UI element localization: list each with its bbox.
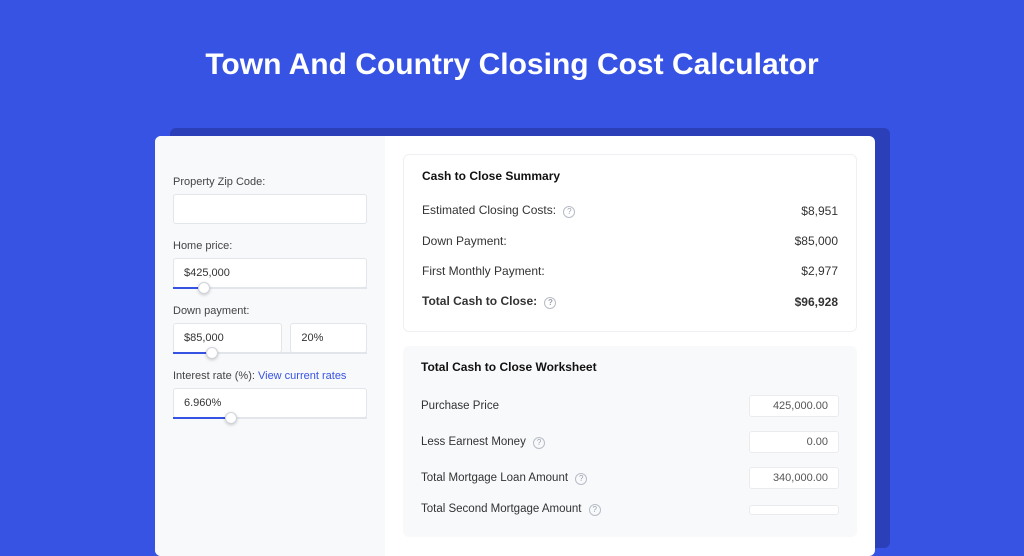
interest-label-text: Interest rate (%): — [173, 370, 255, 382]
summary-row-first-payment: First Monthly Payment: $2,977 — [422, 256, 838, 286]
summary-label: Estimated Closing Costs: ? — [422, 203, 575, 218]
summary-box: Cash to Close Summary Estimated Closing … — [403, 154, 857, 332]
summary-value: $96,928 — [795, 295, 838, 309]
interest-slider[interactable] — [173, 417, 367, 419]
summary-title: Cash to Close Summary — [422, 169, 838, 183]
worksheet-value[interactable]: 340,000.00 — [749, 467, 839, 489]
zip-input[interactable] — [173, 194, 367, 224]
summary-row-closing-costs: Estimated Closing Costs: ? $8,951 — [422, 195, 838, 226]
summary-value: $85,000 — [795, 234, 838, 248]
down-payment-group: Down payment: — [173, 305, 367, 354]
worksheet-label: Total Second Mortgage Amount ? — [421, 503, 601, 516]
calculator-card: Property Zip Code: Home price: Down paym… — [155, 136, 875, 556]
interest-input[interactable] — [173, 388, 367, 418]
home-price-slider-thumb[interactable] — [198, 282, 210, 294]
view-rates-link[interactable]: View current rates — [258, 370, 346, 382]
zip-label: Property Zip Code: — [173, 176, 367, 188]
down-payment-slider[interactable] — [173, 352, 367, 354]
worksheet-row-second-mortgage: Total Second Mortgage Amount ? — [421, 496, 839, 523]
interest-slider-fill — [173, 417, 231, 419]
worksheet-label-text: Total Mortgage Loan Amount — [421, 472, 568, 484]
input-panel: Property Zip Code: Home price: Down paym… — [155, 136, 385, 556]
summary-label-text: Total Cash to Close: — [422, 294, 537, 308]
worksheet-row-earnest-money: Less Earnest Money ? 0.00 — [421, 424, 839, 460]
page-title: Town And Country Closing Cost Calculator — [0, 0, 1024, 110]
home-price-slider[interactable] — [173, 287, 367, 289]
summary-row-down-payment: Down Payment: $85,000 — [422, 226, 838, 256]
summary-value: $8,951 — [801, 204, 838, 218]
home-price-group: Home price: — [173, 240, 367, 289]
interest-label: Interest rate (%): View current rates — [173, 370, 367, 382]
help-icon[interactable]: ? — [563, 206, 575, 218]
summary-label-text: Estimated Closing Costs: — [422, 203, 556, 217]
help-icon[interactable]: ? — [575, 473, 587, 485]
worksheet-value[interactable]: 425,000.00 — [749, 395, 839, 417]
down-payment-pct-input[interactable] — [290, 323, 367, 353]
worksheet-label: Total Mortgage Loan Amount ? — [421, 472, 587, 485]
zip-group: Property Zip Code: — [173, 176, 367, 224]
summary-label: First Monthly Payment: — [422, 264, 545, 278]
help-icon[interactable]: ? — [544, 297, 556, 309]
summary-row-total: Total Cash to Close: ? $96,928 — [422, 286, 838, 317]
summary-label: Total Cash to Close: ? — [422, 294, 556, 309]
interest-group: Interest rate (%): View current rates — [173, 370, 367, 419]
worksheet-box: Total Cash to Close Worksheet Purchase P… — [403, 346, 857, 537]
worksheet-value[interactable]: 0.00 — [749, 431, 839, 453]
worksheet-label: Less Earnest Money ? — [421, 436, 545, 449]
worksheet-row-loan-amount: Total Mortgage Loan Amount ? 340,000.00 — [421, 460, 839, 496]
worksheet-title: Total Cash to Close Worksheet — [421, 360, 839, 374]
help-icon[interactable]: ? — [589, 504, 601, 516]
down-payment-slider-thumb[interactable] — [206, 347, 218, 359]
help-icon[interactable]: ? — [533, 437, 545, 449]
worksheet-label-text: Less Earnest Money — [421, 436, 526, 448]
summary-value: $2,977 — [801, 264, 838, 278]
results-panel: Cash to Close Summary Estimated Closing … — [385, 136, 875, 556]
home-price-label: Home price: — [173, 240, 367, 252]
worksheet-value[interactable] — [749, 505, 839, 515]
down-payment-input[interactable] — [173, 323, 282, 353]
summary-label: Down Payment: — [422, 234, 507, 248]
interest-slider-thumb[interactable] — [225, 412, 237, 424]
worksheet-label-text: Total Second Mortgage Amount — [421, 503, 581, 515]
down-payment-label: Down payment: — [173, 305, 367, 317]
worksheet-row-purchase-price: Purchase Price 425,000.00 — [421, 388, 839, 424]
worksheet-label: Purchase Price — [421, 400, 499, 412]
